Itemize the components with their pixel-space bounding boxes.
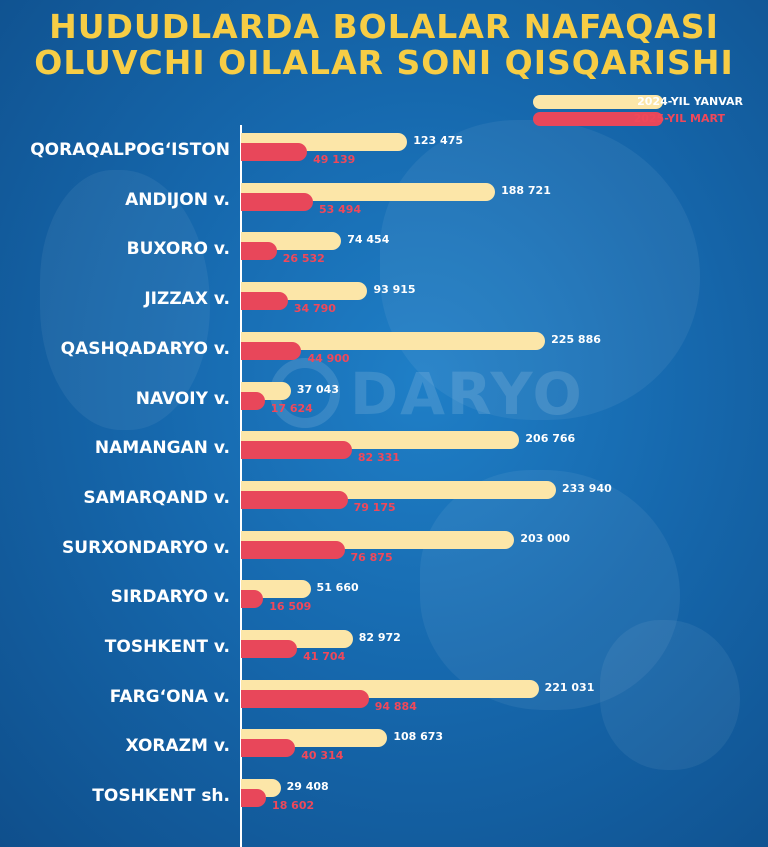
bar-2025 xyxy=(241,739,296,758)
bar-2025 xyxy=(241,789,267,808)
category-label: ANDIJON v. xyxy=(125,189,230,210)
legend-label-2025: 2025-YIL MART xyxy=(633,112,725,125)
category-label: XORAZM v. xyxy=(125,736,230,757)
category-label: NAMANGAN v. xyxy=(94,438,230,459)
value-label-2025: 41 704 xyxy=(303,650,346,663)
bar-2024 xyxy=(241,331,546,350)
value-label-2024: 108 673 xyxy=(393,730,444,744)
bar-2025 xyxy=(241,490,348,509)
value-label-2024: 123 475 xyxy=(413,134,464,147)
bar-2025 xyxy=(241,441,352,460)
bar-2025 xyxy=(241,689,369,708)
value-label-2024: 188 721 xyxy=(501,183,551,197)
map-background xyxy=(40,170,210,430)
bar-2025 xyxy=(241,590,264,609)
value-label-2024: 221 031 xyxy=(544,680,595,694)
value-label-2025: 76 875 xyxy=(350,550,393,564)
bar-2025 xyxy=(241,640,298,658)
category-label: BUXORO v. xyxy=(126,239,230,260)
map-background xyxy=(420,470,680,710)
value-label-2024: 93 915 xyxy=(373,283,416,297)
category-label: SURXONDARYO v. xyxy=(62,537,230,558)
legend-item-2025: 2025-YIL MART xyxy=(533,112,743,126)
value-label-2025: 17 624 xyxy=(270,401,313,415)
category-label: JIZZAX v. xyxy=(144,289,230,310)
bar-2025 xyxy=(241,341,302,360)
value-label-2025: 49 139 xyxy=(313,153,356,166)
value-label-2024: 233 940 xyxy=(562,481,612,495)
legend-item-2024: 2024-YIL YANVAR xyxy=(533,95,743,109)
legend-swatch-2025 xyxy=(533,112,663,126)
category-label: QORAQALPOG‘ISTON xyxy=(30,140,230,160)
value-label-2024: 51 660 xyxy=(316,581,359,595)
bar-2025 xyxy=(241,242,277,261)
bar-2025 xyxy=(241,192,314,211)
value-label-2025: 18 602 xyxy=(272,799,315,813)
category-label: TOSHKENT sh. xyxy=(92,786,230,807)
value-label-2024: 74 454 xyxy=(347,233,390,247)
value-label-2025: 34 790 xyxy=(293,302,336,316)
value-label-2025: 44 900 xyxy=(307,351,350,365)
value-label-2025: 26 532 xyxy=(282,252,325,266)
value-label-2025: 16 509 xyxy=(269,600,312,614)
bar-2025 xyxy=(241,391,265,410)
value-label-2025: 40 314 xyxy=(301,749,344,763)
value-label-2024: 29 408 xyxy=(286,780,329,794)
category-label: SIRDARYO v. xyxy=(110,587,230,608)
watermark: DARYO xyxy=(350,360,584,428)
value-label-2024: 203 000 xyxy=(520,531,571,545)
value-label-2024: 82 972 xyxy=(358,631,401,644)
legend-swatch-2024 xyxy=(533,95,663,109)
category-label: FARG‘ONA v. xyxy=(109,686,230,707)
bar-2025 xyxy=(241,292,288,311)
map-background xyxy=(600,620,740,770)
category-label: SAMARQAND v. xyxy=(83,487,230,508)
value-label-2024: 225 886 xyxy=(551,332,601,346)
category-label: NAVOIY v. xyxy=(135,388,230,409)
value-label-2025: 79 175 xyxy=(353,500,396,514)
chart-title-line1: HUDUDLARDA BOLALAR NAFAQASI xyxy=(49,7,719,46)
value-label-2024: 206 766 xyxy=(525,432,576,446)
value-label-2024: 37 043 xyxy=(296,382,339,396)
bar-2025 xyxy=(241,540,345,559)
bar-2025 xyxy=(241,143,308,161)
value-label-2025: 94 884 xyxy=(374,699,417,713)
map-background xyxy=(380,120,700,420)
value-label-2025: 53 494 xyxy=(319,202,362,216)
category-label: TOSHKENT v. xyxy=(104,637,230,657)
chart-title-line2: OLUVCHI OILALAR SONI QISQARISHI xyxy=(34,43,734,82)
value-label-2025: 82 331 xyxy=(357,451,400,465)
legend-label-2024: 2024-YIL YANVAR xyxy=(637,95,743,108)
category-label: QASHQADARYO v. xyxy=(60,338,230,359)
